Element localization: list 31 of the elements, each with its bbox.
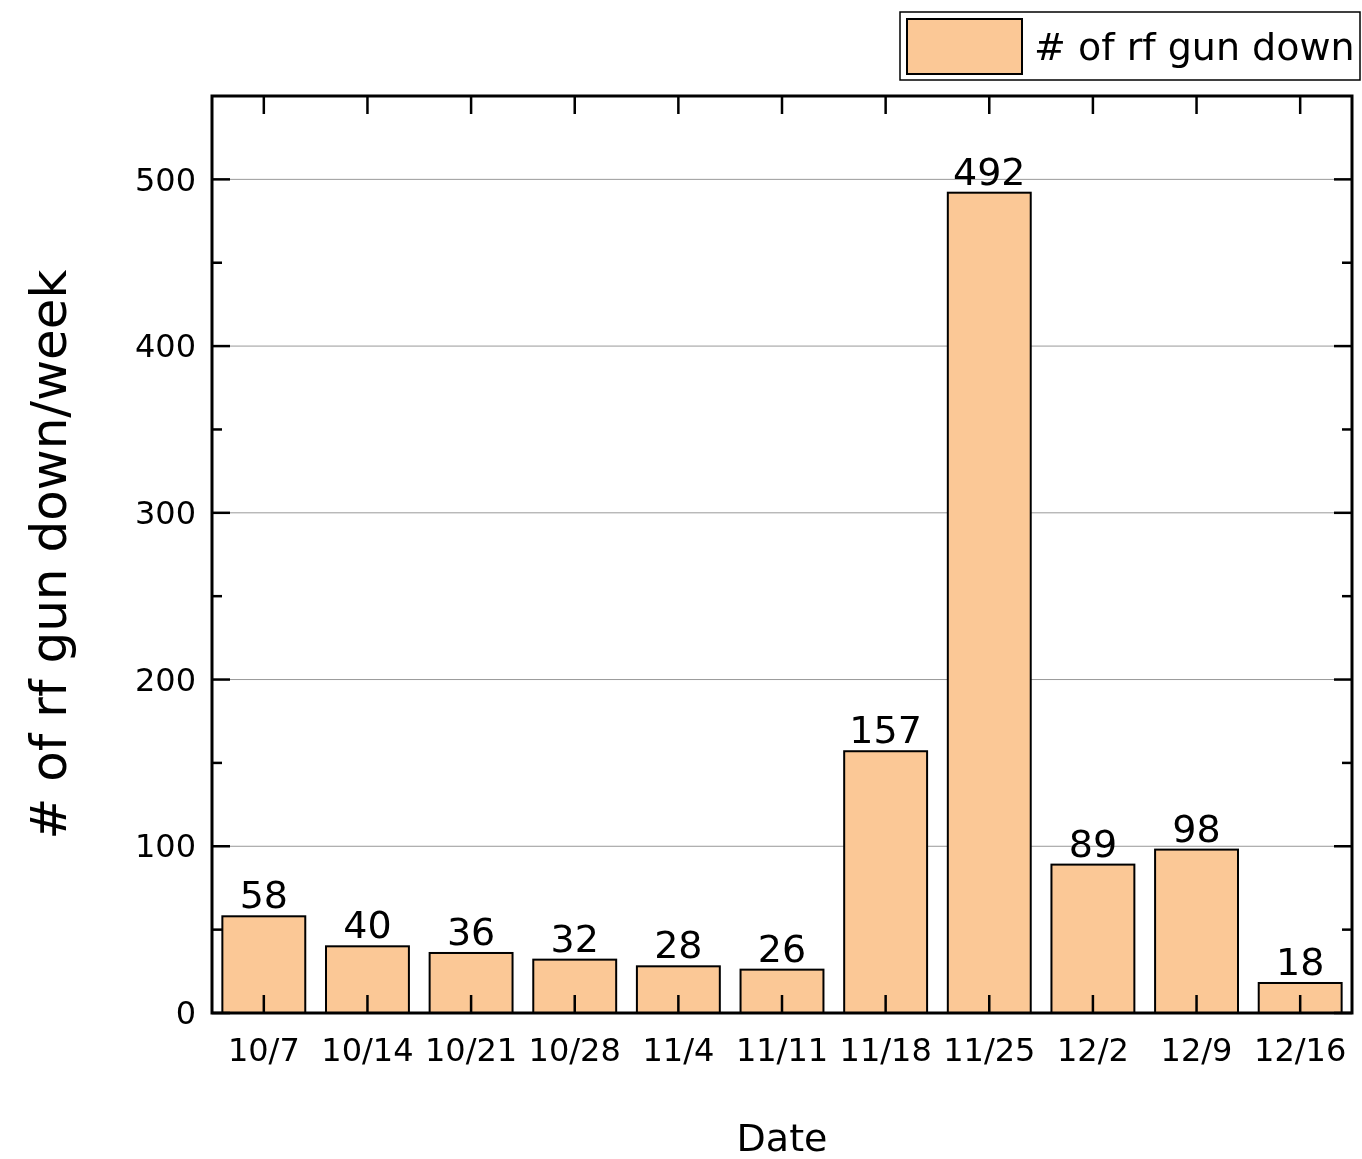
y-tick-label: 0: [175, 994, 196, 1033]
data-label: 157: [849, 708, 922, 753]
x-tick-label: 12/9: [1160, 1031, 1233, 1069]
data-label: 89: [1068, 821, 1118, 866]
x-tick-label: 10/21: [424, 1031, 518, 1069]
x-tick-label: 11/4: [642, 1031, 715, 1069]
data-label: 32: [550, 916, 599, 961]
data-label: 18: [1276, 939, 1325, 984]
legend-label: # of rf gun down: [1034, 25, 1355, 70]
data-label: 58: [239, 873, 288, 918]
data-label: 492: [953, 149, 1026, 194]
x-tick-label: 10/7: [227, 1031, 300, 1069]
data-label: 28: [654, 923, 703, 968]
data-label: 26: [757, 926, 807, 971]
y-tick-label: 300: [134, 494, 196, 533]
data-label: 40: [343, 903, 392, 948]
x-tick-label: 11/18: [839, 1031, 932, 1069]
x-axis-title: Date: [736, 1116, 828, 1159]
x-tick-label: 12/16: [1254, 1031, 1347, 1069]
x-tick-label: 11/25: [943, 1031, 1036, 1069]
y-tick-label: 200: [134, 660, 196, 699]
x-tick-label: 10/28: [528, 1031, 621, 1069]
y-tick-label: 500: [134, 160, 196, 199]
data-label: 98: [1172, 806, 1221, 851]
x-tick-label: 12/2: [1056, 1031, 1129, 1069]
y-tick-label: 100: [134, 827, 196, 866]
x-tick-label: 11/11: [735, 1031, 829, 1069]
x-tick-label: 10/14: [321, 1031, 414, 1069]
data-label: 36: [446, 909, 496, 954]
y-axis-title: # of rf gun down/week: [20, 269, 78, 840]
y-tick-label: 400: [134, 327, 196, 366]
